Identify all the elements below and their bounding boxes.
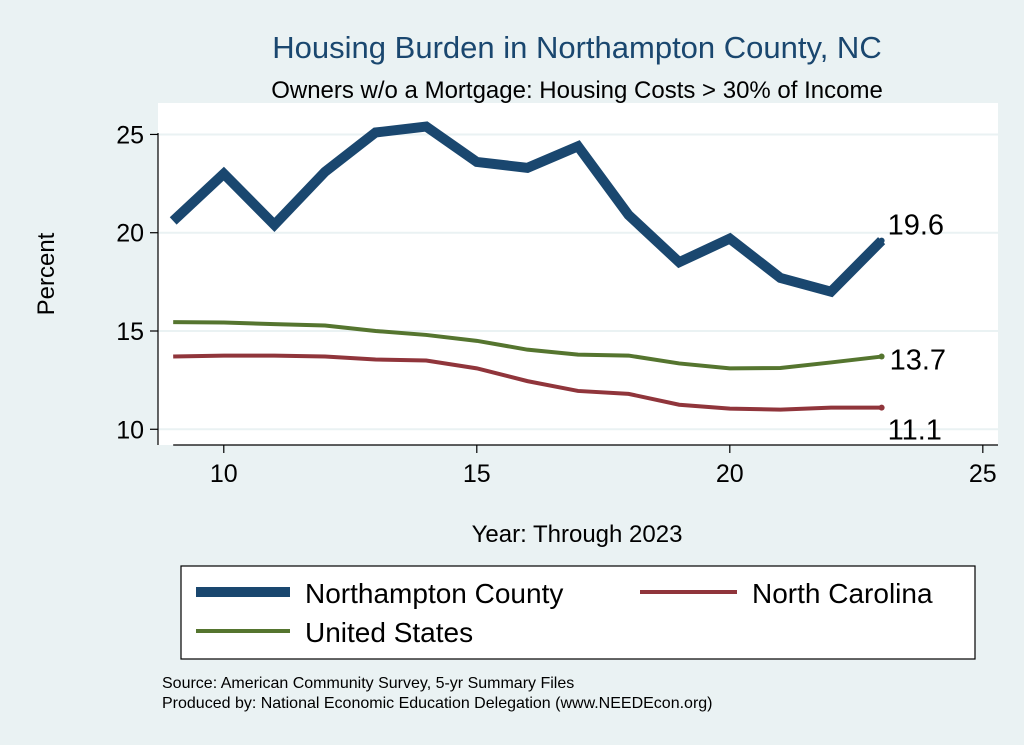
end-marker-northampton-county — [878, 237, 885, 244]
produced-by-note: Produced by: National Economic Education… — [162, 695, 713, 712]
y-tick-label-15: 15 — [116, 318, 144, 346]
series-group — [169, 121, 886, 412]
end-marker-north-carolina — [878, 404, 885, 411]
plot-area — [158, 103, 998, 445]
x-tick-label-15: 15 — [463, 460, 491, 488]
series-line-north-carolina — [173, 353, 882, 412]
y-tick-label-20: 20 — [116, 220, 144, 248]
x-tick-label-25: 25 — [969, 460, 997, 488]
gridlines — [158, 133, 998, 431]
end-label-united-states: 13.7 — [890, 345, 946, 377]
source-note: Source: American Community Survey, 5-yr … — [162, 675, 574, 692]
legend: Northampton County North Carolina United S… — [180, 565, 976, 660]
series-line-northampton-county — [169, 121, 886, 298]
legend-label-united-states: United States — [305, 617, 473, 648]
x-axis-label: Year: Through 2023 — [472, 521, 683, 548]
chart-subtitle: Owners w/o a Mortgage: Housing Costs > 3… — [271, 77, 883, 104]
x-tick-label-20: 20 — [716, 460, 744, 488]
end-label-north-carolina: 11.1 — [888, 415, 942, 447]
end-label-northampton-county: 19.6 — [888, 210, 944, 242]
y-tick-label-10: 10 — [116, 416, 144, 444]
series-line-united-states — [173, 320, 882, 371]
end-marker-united-states — [878, 353, 885, 360]
y-tick-label-25: 25 — [116, 121, 144, 149]
y-axis-label: Percent — [33, 232, 60, 315]
legend-label-north-carolina: North Carolina — [752, 578, 933, 609]
x-tick-label-10: 10 — [210, 460, 238, 488]
axes: 10 15 20 25 10 15 20 25 — [116, 121, 998, 488]
legend-box — [180, 565, 976, 660]
legend-label-northampton-county: Northampton County — [305, 578, 563, 609]
end-labels: 19.6 11.1 13.7 — [888, 210, 946, 447]
chart-title: Housing Burden in Northampton County, NC — [272, 30, 881, 65]
